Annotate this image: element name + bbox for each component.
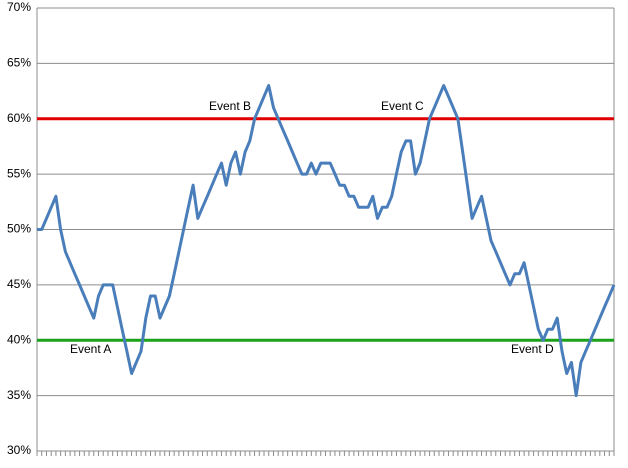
annotation: Event C [381,99,424,113]
y-tick-label: 55% [7,166,31,180]
y-tick-label: 30% [7,443,31,457]
data-line [37,84,616,398]
y-tick-label: 50% [7,222,31,236]
annotation: Event A [70,342,111,356]
y-tick-label: 35% [7,388,31,402]
annotation: Event D [511,342,554,356]
y-tick-label: 45% [7,277,31,291]
y-tick-label: 40% [7,332,31,346]
y-tick-label: 60% [7,111,31,125]
annotation: Event B [209,99,251,113]
y-tick-label: 70% [7,0,31,14]
y-tick-label: 65% [7,56,31,70]
